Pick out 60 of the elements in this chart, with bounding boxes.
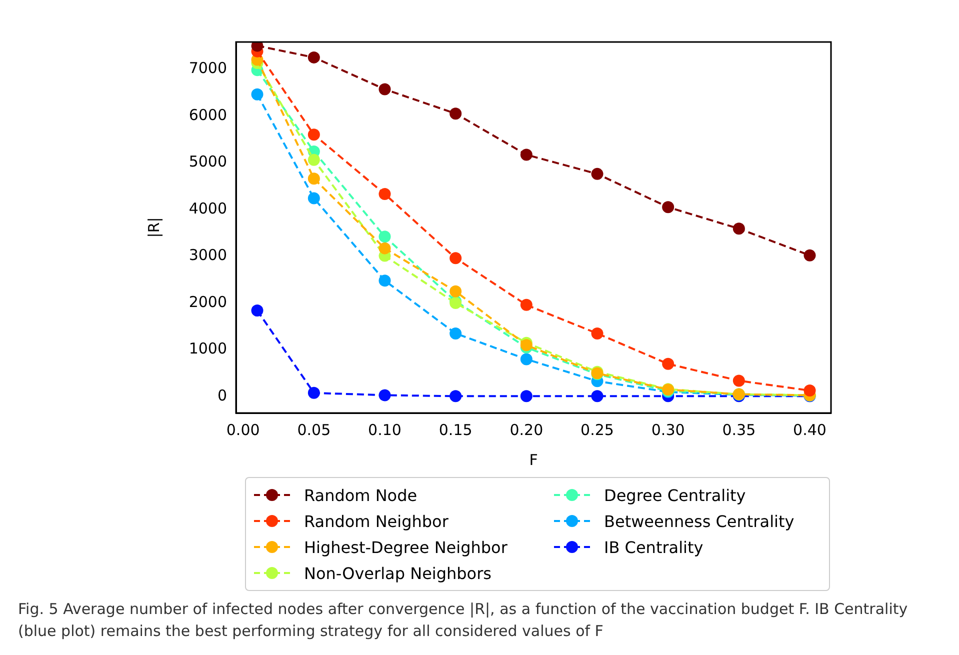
point [520, 298, 532, 311]
y-tick-label: 4000 [188, 199, 227, 218]
point [732, 222, 745, 235]
point [662, 358, 674, 370]
legend-label: Random Node [304, 486, 418, 504]
point [520, 148, 532, 161]
point [520, 339, 532, 352]
point [662, 201, 674, 214]
point [450, 252, 462, 264]
point [308, 128, 320, 141]
point [308, 51, 320, 64]
point [308, 172, 320, 185]
point [804, 384, 816, 397]
point [251, 304, 264, 317]
point [520, 353, 532, 366]
legend-label: Highest-Degree Neighbor [304, 538, 508, 556]
legend-label: Betweenness Centrality [604, 512, 794, 530]
point [520, 390, 532, 402]
point [450, 285, 462, 298]
caption: Fig. 5 Average number of infected nodes after convergence |R|, as a function of the vaccination budget F. IB Centrality (blue plot) remains the best performing strategy for all considered values of F [18, 599, 909, 642]
x-tick-label: 0.20 [510, 420, 544, 439]
point [804, 249, 816, 262]
y-tick-label: 5000 [188, 152, 227, 171]
x-tick-label: 0.25 [580, 420, 614, 439]
point [308, 154, 320, 166]
point [732, 374, 745, 387]
point [378, 274, 391, 287]
y-tick-label: 1000 [188, 340, 227, 358]
x-axis-title: F [529, 450, 538, 469]
x-tick-label: 0.30 [651, 420, 685, 439]
point [591, 168, 604, 180]
legend-label: IB Centrality [604, 538, 704, 556]
legend-label: Random Neighbor [304, 512, 448, 530]
point [450, 108, 462, 120]
point [378, 188, 391, 200]
point [378, 389, 391, 402]
x-tick-label: 0.00 [226, 420, 260, 439]
x-tick-label: 0.10 [368, 420, 402, 439]
y-axis-title: |R| [144, 217, 163, 238]
legend-label: Degree Centrality [604, 486, 746, 504]
point [591, 390, 604, 402]
point [591, 327, 604, 340]
y-tick-label: 2000 [188, 292, 227, 311]
y-tick-label: 0 [217, 386, 227, 405]
x-tick-label: 0.15 [438, 420, 472, 439]
point [308, 192, 320, 204]
point [378, 230, 391, 243]
x-tick-label: 0.40 [793, 420, 826, 439]
y-tick-label: 7000 [188, 59, 227, 78]
y-tick-label: 6000 [188, 106, 227, 124]
x-tick-label: 0.05 [297, 420, 331, 439]
y-tick-label: 3000 [188, 246, 227, 264]
point [251, 88, 264, 100]
point [378, 83, 391, 96]
point [450, 327, 462, 340]
x-tick-label: 0.35 [722, 420, 756, 439]
point [378, 242, 391, 254]
point [450, 390, 462, 402]
point [308, 386, 320, 399]
legend-label: Non-Overlap Neighbors [304, 564, 492, 582]
